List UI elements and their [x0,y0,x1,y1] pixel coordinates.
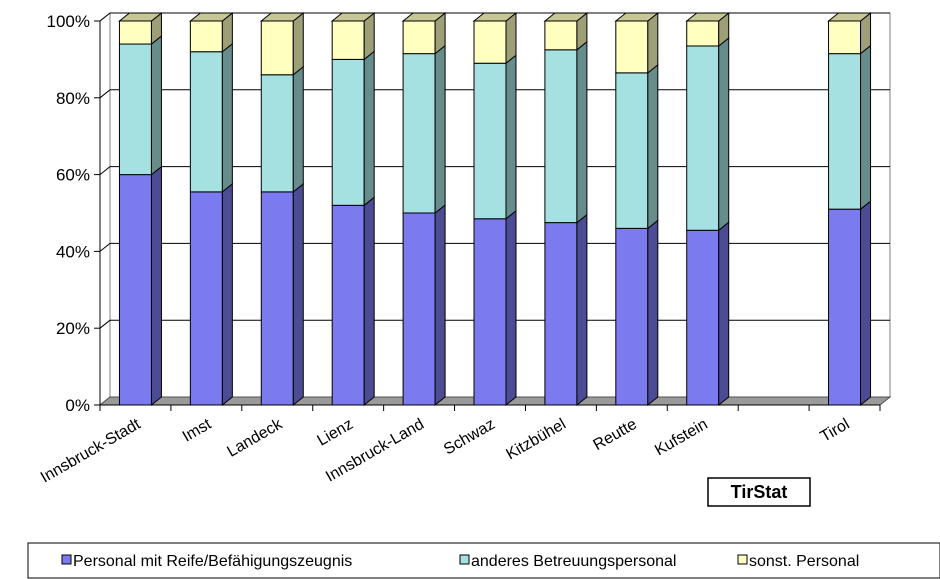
bars [118,11,872,407]
y-axis: 0% 20% 40% 60% 80% 100% [47,12,101,415]
bar-segment [828,200,872,407]
bar-segment [685,11,731,48]
legend-label: anderes Betreuungspersonal [471,553,676,570]
tirstat-stamp: TirStat [707,477,811,507]
bar-segment [260,65,304,193]
bar-segment [401,11,447,55]
legend-label: Personal mit Reife/Befähigungszeugnis [73,553,352,570]
gridline-side [99,166,111,175]
y-tick-label: 20% [56,319,90,338]
bar-segment [544,213,588,407]
legend-swatch [459,554,470,565]
stamp-text: TirStat [731,482,788,502]
bar-segment [544,40,588,224]
x-category-label: Lienz [315,416,357,450]
bar-segment [331,196,375,407]
bar-segment [473,209,517,407]
x-category-label: Kufstein [652,416,711,460]
bar-segment [614,11,660,74]
x-category-label: Innsbruck-Stadt [38,415,144,486]
x-category-label: Tirol [818,416,853,446]
legend-item: Personal mit Reife/Befähigungszeugnis [61,553,352,570]
y-tick-label: 60% [56,166,90,185]
bar-segment [259,11,305,76]
bar-segment [472,11,518,65]
bar-segment [118,34,162,176]
bar-segment [331,50,375,207]
bar-segment [615,219,659,407]
bar-segment [118,165,162,407]
legend-label: sonst. Personal [749,553,859,570]
legend-swatch [61,554,72,565]
bar-segment [543,11,589,51]
x-category-label: Imst [180,415,215,445]
bar-segment [686,36,730,232]
x-axis: Innsbruck-Stadt Imst Landeck LienzInnsbruck… [38,404,881,486]
bar-segment [260,182,304,407]
legend-item: sonst. Personal [737,553,859,570]
bar-segment [686,221,730,407]
gridline-side [99,12,111,22]
bar-segment [330,11,376,61]
legend-swatch [737,554,748,565]
bar-segment [615,63,659,230]
gridline-side [99,89,111,99]
x-category-label: Landeck [224,415,286,460]
bar-segment [118,11,163,46]
gridline-side [99,319,111,329]
x-category-label: Schwaz [441,416,498,459]
y-tick-label: 100% [47,12,90,31]
legend: Personal mit Reife/Befähigungszeugnis and… [27,542,940,579]
bar-segment [189,182,233,407]
bar-segment [827,11,872,55]
legend-item: anderes Betreuungspersonal [459,553,676,570]
gridline-side [99,243,111,252]
x-category-label: Kitzbühel [503,416,569,464]
bar-segment [188,11,234,53]
bar-segment [189,42,233,193]
bar-segment [402,203,446,407]
y-tick-label: 40% [56,242,90,261]
y-tick-label: 80% [56,89,90,108]
bar-segment [402,44,446,215]
x-category-label: Reutte [590,416,639,454]
bar-segment [473,54,517,220]
y-tick-label: 0% [65,396,90,415]
bar-segment [828,44,872,211]
